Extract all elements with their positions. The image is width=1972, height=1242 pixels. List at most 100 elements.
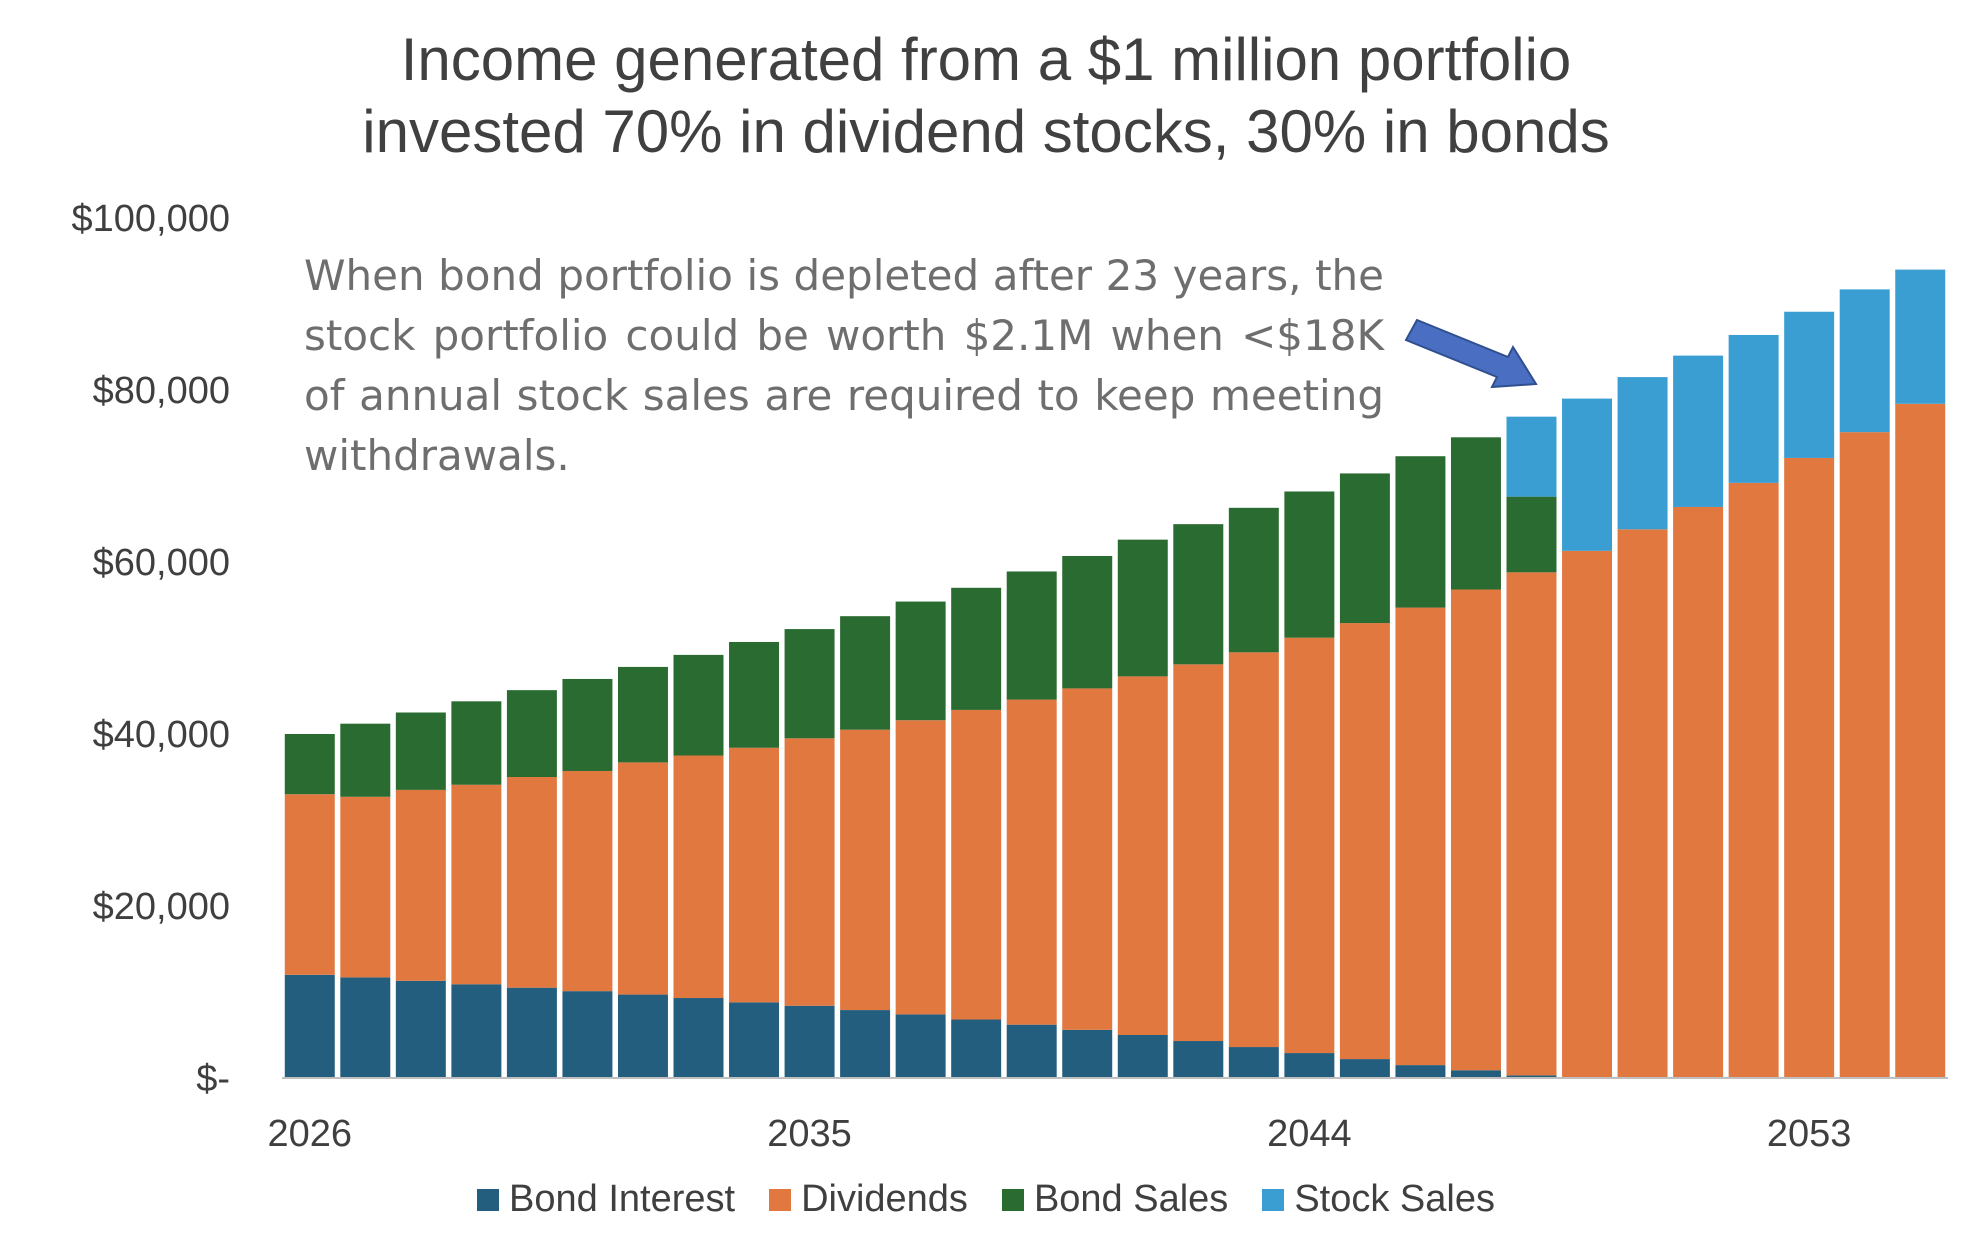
bar-bond-sales-2031 [562,678,613,771]
legend-label: Bond Interest [509,1178,736,1220]
bar-bond-interest-2031 [562,991,613,1078]
bar-bond-interest-2032 [617,994,668,1078]
bar-bond-interest-2026 [284,974,335,1078]
bar-bond-interest-2039 [1006,1024,1057,1078]
bar-bond-sales-2039 [1006,571,1057,700]
bar-dividends-2051 [1673,506,1724,1079]
bar-bond-interest-2047 [1450,1070,1501,1078]
bar-bond-sales-2047 [1450,437,1501,590]
bar-dividends-2035 [784,738,835,1006]
bar-dividends-2052 [1728,482,1779,1078]
bar-dividends-2055 [1895,403,1946,1078]
legend-swatch [477,1188,500,1211]
legend-item-dividends: Dividends [769,1178,968,1221]
bar-bond-sales-2041 [1117,539,1168,677]
bar-dividends-2037 [895,720,946,1015]
bars-layer [284,269,1946,1079]
bar-dividends-2049 [1562,550,1613,1078]
bar-bond-interest-2029 [451,984,502,1078]
bar-stock-sales-2051 [1673,355,1724,507]
bar-dividends-2034 [729,747,780,1003]
bar-dividends-2028 [395,789,446,981]
legend-label: Dividends [801,1178,968,1220]
bar-dividends-2040 [1062,688,1113,1030]
bar-bond-sales-2030 [506,690,557,777]
bar-dividends-2045 [1339,623,1390,1060]
bar-dividends-2032 [617,762,668,995]
chart-title: Income generated from a $1 million portf… [0,24,1972,168]
annotation-arrow [1404,318,1538,389]
bar-bond-sales-2038 [951,587,1002,710]
axis-layer: $- $20,000 $40,000 $60,000 $80,000 $100,000 20… [72,198,1948,1155]
bar-bond-interest-2028 [395,980,446,1078]
bar-dividends-2030 [506,777,557,988]
y-tick-label: $100,000 [72,198,231,240]
bar-dividends-2041 [1117,676,1168,1035]
y-tick-label: $60,000 [93,542,230,584]
bar-bond-sales-2034 [729,641,780,748]
x-tick-label: 2044 [1267,1113,1352,1155]
legend-label: Bond Sales [1033,1178,1229,1220]
bar-bond-interest-2046 [1395,1065,1446,1078]
bar-bond-sales-2026 [284,734,335,795]
bar-dividends-2027 [340,796,391,978]
bar-stock-sales-2054 [1839,289,1890,433]
bar-bond-sales-2036 [840,616,891,730]
legend-swatch [1262,1188,1285,1211]
legend-label: Stock Sales [1294,1178,1495,1220]
y-tick-label: $80,000 [93,370,230,412]
bar-dividends-2050 [1617,529,1668,1078]
bar-bond-sales-2029 [451,701,502,785]
bar-bond-interest-2030 [506,987,557,1078]
bar-bond-interest-2045 [1339,1059,1390,1078]
bar-bond-interest-2036 [840,1010,891,1078]
bar-dividends-2048 [1506,572,1557,1076]
bar-bond-sales-2032 [617,666,668,763]
y-tick-label: $40,000 [93,714,230,756]
y-tick-label: $20,000 [93,886,230,928]
legend: Bond Interest Dividends Bond Sales Stock Sa… [0,1178,1972,1221]
bar-dividends-2044 [1284,637,1335,1054]
bar-bond-sales-2044 [1284,491,1335,638]
bar-bond-interest-2038 [951,1019,1002,1078]
bar-bond-sales-2037 [895,601,946,721]
bar-bond-sales-2033 [673,654,724,756]
annotation-text: When bond portfolio is depleted after 23… [304,251,1384,480]
bar-bond-interest-2041 [1117,1035,1168,1078]
bar-bond-sales-2028 [395,712,446,790]
bar-dividends-2033 [673,755,724,999]
y-tick-label: $- [196,1058,230,1100]
chart-title-line-2: invested 70% in dividend stocks, 30% in … [362,98,1610,165]
bar-stock-sales-2053 [1784,311,1835,458]
x-tick-label: 2035 [767,1113,852,1155]
bar-bond-interest-2034 [729,1002,780,1078]
bar-dividends-2042 [1173,664,1224,1042]
bar-dividends-2038 [951,709,1002,1020]
bar-bond-sales-2035 [784,629,835,739]
bar-stock-sales-2052 [1728,334,1779,483]
bar-dividends-2046 [1395,607,1446,1066]
bar-dividends-2053 [1784,457,1835,1078]
bar-bond-interest-2044 [1284,1053,1335,1078]
bar-dividends-2054 [1839,432,1890,1078]
bar-bond-sales-2048 [1506,496,1557,573]
x-tick-label: 2026 [267,1113,352,1155]
bar-dividends-2026 [284,794,335,975]
bar-bond-interest-2042 [1173,1041,1224,1078]
bar-bond-interest-2037 [895,1014,946,1078]
bar-bond-interest-2048 [1506,1075,1557,1078]
bar-dividends-2031 [562,770,613,992]
bar-dividends-2043 [1228,652,1279,1048]
legend-swatch [1001,1188,1024,1211]
bar-bond-sales-2045 [1339,473,1390,624]
legend-item-bond-interest: Bond Interest [477,1178,735,1221]
bar-dividends-2029 [451,784,502,985]
bar-bond-interest-2027 [340,977,391,1078]
bar-bond-sales-2027 [340,723,391,797]
bar-bond-interest-2043 [1228,1047,1279,1078]
bar-bond-interest-2033 [673,998,724,1078]
bar-bond-sales-2043 [1228,507,1279,653]
bar-bond-sales-2042 [1173,524,1224,665]
bar-stock-sales-2048 [1506,416,1557,497]
